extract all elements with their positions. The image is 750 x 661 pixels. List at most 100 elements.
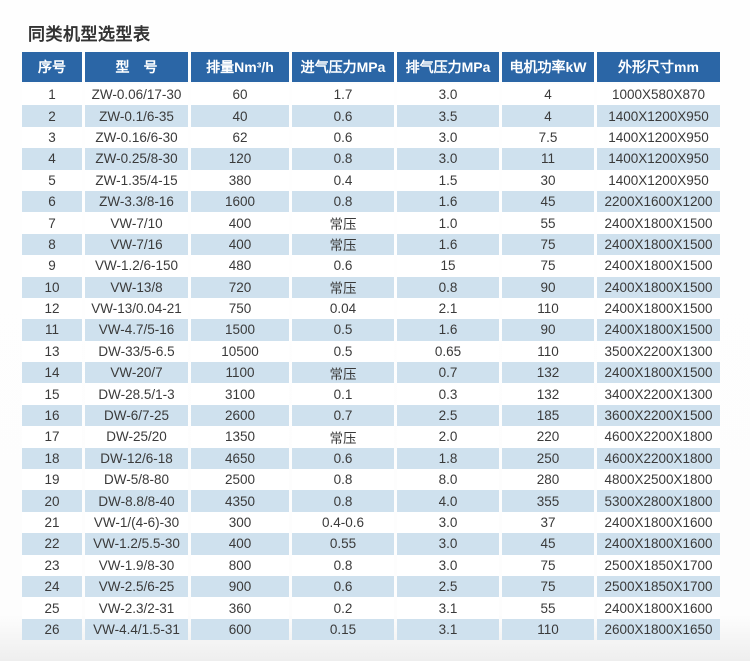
table-row: 4 ZW-0.25/8-30 120 0.8 3.0 11 1400X1200X950 [22, 148, 720, 170]
cell-displacement: 720 [191, 276, 289, 298]
cell-index: 14 [22, 362, 82, 384]
cell-intake_pressure: 0.8 [292, 148, 394, 170]
page-title: 同类机型选型表 [28, 25, 151, 44]
cell-index: 20 [22, 490, 82, 512]
cell-dimensions: 4600X2200X1800 [597, 447, 720, 470]
cell-dimensions: 3500X2200X1300 [597, 340, 720, 363]
cell-intake_pressure: 常压 [292, 362, 394, 384]
cell-intake_pressure: 0.7 [292, 404, 394, 427]
cell-exhaust_pressure: 1.6 [397, 233, 499, 256]
cell-dimensions: 4800X2500X1800 [597, 469, 720, 491]
cell-exhaust_pressure: 3.0 [397, 126, 499, 149]
cell-displacement: 120 [191, 148, 289, 170]
cell-dimensions: 1400X1200X950 [597, 126, 720, 149]
cell-displacement: 300 [191, 511, 289, 534]
cell-intake_pressure: 0.55 [292, 533, 394, 555]
cell-exhaust_pressure: 4.0 [397, 490, 499, 512]
cell-dimensions: 5300X2800X1800 [597, 490, 720, 512]
cell-exhaust_pressure: 0.7 [397, 362, 499, 384]
cell-exhaust_pressure: 1.6 [397, 190, 499, 213]
cell-index: 3 [22, 126, 82, 149]
cell-motor_power: 90 [502, 319, 594, 341]
cell-index: 6 [22, 190, 82, 213]
cell-index: 8 [22, 233, 82, 256]
cell-motor_power: 132 [502, 362, 594, 384]
cell-dimensions: 1400X1200X950 [597, 169, 720, 191]
cell-motor_power: 4 [502, 84, 594, 106]
cell-displacement: 1100 [191, 362, 289, 384]
cell-displacement: 600 [191, 618, 289, 641]
cell-exhaust_pressure: 3.0 [397, 511, 499, 534]
cell-motor_power: 30 [502, 169, 594, 191]
cell-intake_pressure: 0.8 [292, 554, 394, 576]
cell-intake_pressure: 0.04 [292, 297, 394, 320]
cell-dimensions: 2400X1800X1500 [597, 255, 720, 277]
cell-displacement: 10500 [191, 340, 289, 363]
table-row: 12 VW-13/0.04-21 750 0.04 2.1 110 2400X1800X15… [22, 297, 720, 320]
cell-motor_power: 37 [502, 511, 594, 534]
cell-exhaust_pressure: 1.0 [397, 212, 499, 234]
table-row: 2 ZW-0.1/6-35 40 0.6 3.5 4 1400X1200X950 [22, 105, 720, 127]
cell-displacement: 360 [191, 597, 289, 619]
cell-model: VW-4.4/1.5-31 [85, 618, 188, 641]
cell-intake_pressure: 0.6 [292, 255, 394, 277]
cell-model: VW-1.9/8-30 [85, 554, 188, 576]
cell-index: 7 [22, 212, 82, 234]
model-selection-table: 序号型 号排量Nm³/h 进气压力MPa 排气压力MPa 电机功率kW 外形尺寸mm 1… [19, 52, 723, 641]
table-body: 1 ZW-0.06/17-30 60 1.7 3.0 4 1000X580X870 2 ZW-0… [22, 84, 720, 641]
cell-motor_power: 55 [502, 597, 594, 619]
cell-intake_pressure: 0.5 [292, 319, 394, 341]
cell-motor_power: 75 [502, 255, 594, 277]
cell-motor_power: 250 [502, 447, 594, 470]
cell-motor_power: 4 [502, 105, 594, 127]
column-header-exhaust_pressure: 排气压力MPa [397, 52, 499, 84]
cell-intake_pressure: 0.4 [292, 169, 394, 191]
column-header-displacement: 排量Nm³/h [191, 52, 289, 84]
cell-index: 24 [22, 575, 82, 598]
cell-dimensions: 2400X1800X1500 [597, 233, 720, 256]
cell-model: DW-12/6-18 [85, 447, 188, 470]
cell-intake_pressure: 0.8 [292, 190, 394, 213]
cell-exhaust_pressure: 3.0 [397, 148, 499, 170]
cell-displacement: 900 [191, 575, 289, 598]
table-header-row: 序号型 号排量Nm³/h 进气压力MPa 排气压力MPa 电机功率kW 外形尺寸mm [22, 52, 720, 84]
table-row: 3 ZW-0.16/6-30 62 0.6 3.0 7.5 1400X1200X950 [22, 126, 720, 149]
table-row: 21 VW-1/(4-6)-30 300 0.4-0.6 3.0 37 2400X1800X… [22, 511, 720, 534]
table-row: 26 VW-4.4/1.5-31 600 0.15 3.1 110 2600X1800X16… [22, 618, 720, 641]
cell-dimensions: 2500X1850X1700 [597, 554, 720, 576]
cell-exhaust_pressure: 15 [397, 255, 499, 277]
cell-displacement: 400 [191, 233, 289, 256]
cell-model: DW-5/8-80 [85, 469, 188, 491]
cell-index: 13 [22, 340, 82, 363]
cell-intake_pressure: 0.6 [292, 575, 394, 598]
cell-displacement: 400 [191, 533, 289, 555]
cell-displacement: 3100 [191, 383, 289, 405]
cell-motor_power: 110 [502, 297, 594, 320]
cell-model: VW-2.3/2-31 [85, 597, 188, 619]
cell-exhaust_pressure: 2.0 [397, 426, 499, 448]
cell-motor_power: 185 [502, 404, 594, 427]
table-row: 22 VW-1.2/5.5-30 400 0.55 3.0 45 2400X1800X160… [22, 533, 720, 555]
column-header-index: 序号 [22, 52, 82, 84]
cell-index: 22 [22, 533, 82, 555]
cell-motor_power: 355 [502, 490, 594, 512]
cell-index: 26 [22, 618, 82, 641]
cell-exhaust_pressure: 2.5 [397, 575, 499, 598]
table-row: 9 VW-1.2/6-150 480 0.6 15 75 2400X1800X1500 [22, 255, 720, 277]
table-row: 18 DW-12/6-18 4650 0.6 1.8 250 4600X2200X1800 [22, 447, 720, 470]
cell-exhaust_pressure: 3.0 [397, 533, 499, 555]
cell-dimensions: 2200X1600X1200 [597, 190, 720, 213]
cell-displacement: 4350 [191, 490, 289, 512]
cell-exhaust_pressure: 2.5 [397, 404, 499, 427]
cell-index: 16 [22, 404, 82, 427]
cell-exhaust_pressure: 0.3 [397, 383, 499, 405]
cell-model: ZW-0.06/17-30 [85, 84, 188, 106]
column-header-motor_power: 电机功率kW [502, 52, 594, 84]
cell-dimensions: 3600X2200X1500 [597, 404, 720, 427]
cell-index: 9 [22, 255, 82, 277]
cell-displacement: 380 [191, 169, 289, 191]
cell-index: 5 [22, 169, 82, 191]
cell-index: 17 [22, 426, 82, 448]
cell-model: VW-7/10 [85, 212, 188, 234]
cell-exhaust_pressure: 1.6 [397, 319, 499, 341]
